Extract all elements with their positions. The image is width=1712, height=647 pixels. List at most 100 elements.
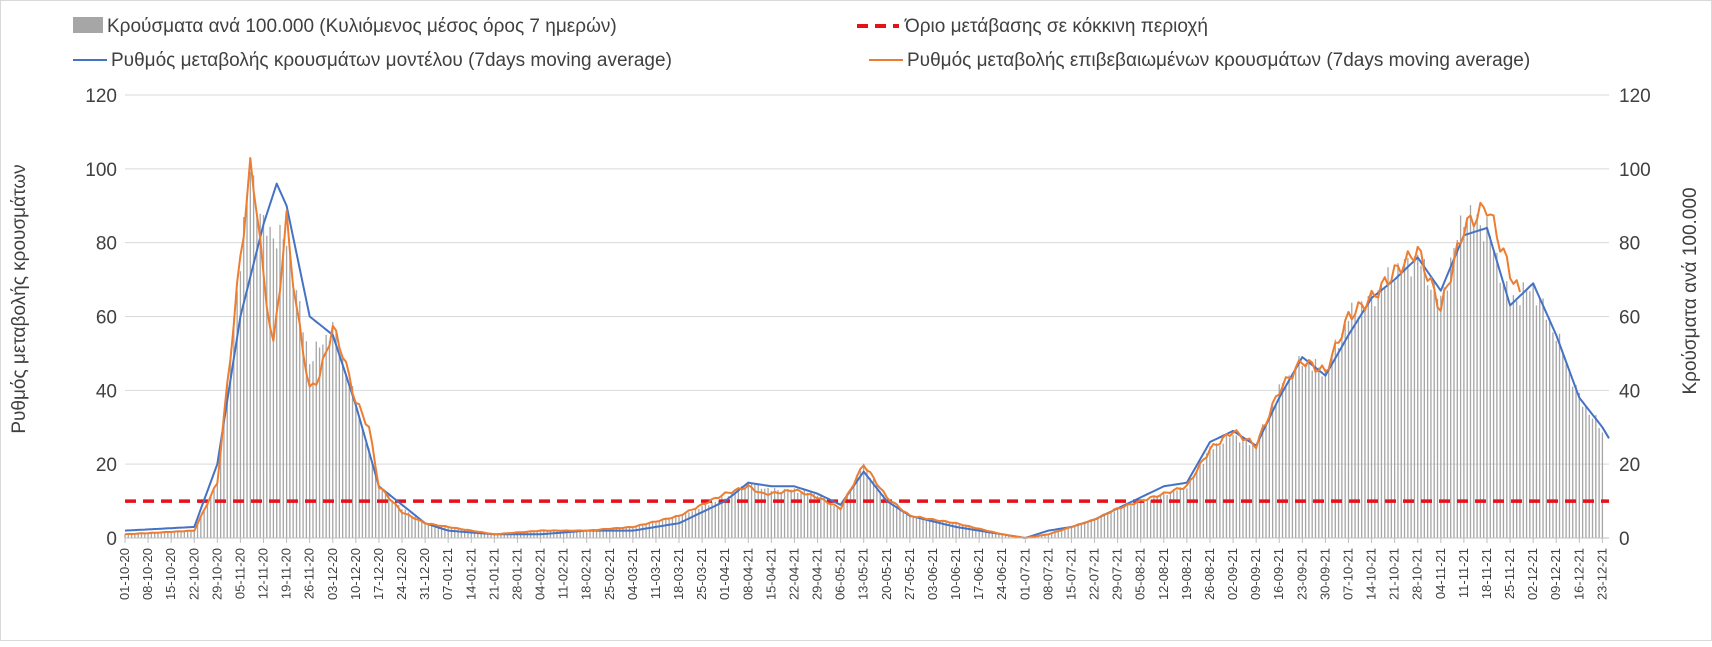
bar — [797, 492, 799, 538]
bar — [1324, 369, 1327, 538]
legend-label-threshold: Όριο μετάβασης σε κόκκινη περιοχή — [904, 16, 1208, 37]
bar — [335, 331, 337, 538]
bar — [1423, 258, 1425, 538]
bar — [440, 525, 443, 538]
bar — [483, 532, 486, 538]
bar — [229, 356, 232, 538]
bar — [1298, 356, 1300, 538]
bar — [1008, 535, 1010, 538]
bar — [582, 530, 585, 538]
x-tick-label: 14-01-21 — [463, 548, 478, 600]
x-tick-label: 23-09-21 — [1294, 548, 1309, 600]
bar — [1083, 522, 1086, 538]
bar — [1268, 414, 1270, 538]
x-tick-label: 28-01-21 — [509, 548, 524, 600]
legend-swatch-bars — [73, 17, 103, 33]
bar — [1562, 353, 1564, 538]
bar — [269, 226, 271, 538]
bar — [592, 530, 594, 538]
x-tick-label: 28-10-21 — [1410, 548, 1425, 600]
bar — [853, 485, 855, 538]
bar — [866, 468, 868, 538]
bar — [1301, 365, 1303, 538]
x-tick-label: 18-11-21 — [1479, 548, 1494, 599]
bar — [1390, 281, 1393, 538]
bar — [958, 524, 960, 538]
bar — [1219, 445, 1221, 538]
bar — [266, 235, 268, 538]
bar — [411, 515, 413, 538]
bar — [991, 531, 993, 538]
x-tick-label: 25-03-21 — [694, 548, 709, 600]
bar — [309, 364, 311, 538]
bar — [305, 341, 308, 538]
bar — [1506, 281, 1508, 538]
x-tick-label: 11-11-21 — [1456, 548, 1471, 598]
bar — [140, 533, 143, 538]
bar — [256, 214, 258, 538]
bar — [714, 501, 716, 538]
bar — [312, 361, 314, 538]
bar — [1238, 442, 1241, 538]
bar — [602, 529, 604, 538]
bar — [981, 529, 984, 538]
y-tick-label-right: 0 — [1619, 529, 1630, 550]
bar — [1255, 448, 1257, 538]
bar — [493, 534, 496, 538]
bar — [467, 530, 469, 538]
bar — [124, 534, 126, 538]
bar — [1242, 436, 1244, 538]
bar — [1492, 250, 1495, 539]
bar — [780, 492, 782, 538]
bar — [648, 522, 651, 538]
bar — [1166, 494, 1168, 538]
bar — [1433, 281, 1435, 538]
bar — [127, 534, 129, 538]
bar — [1176, 490, 1178, 538]
bar — [599, 529, 601, 538]
bar — [219, 454, 222, 538]
x-tick-label: 01-10-20 — [117, 548, 132, 600]
bar — [589, 530, 591, 538]
bar — [388, 493, 390, 538]
bar — [1140, 501, 1142, 538]
bar — [361, 427, 364, 538]
bar — [1558, 333, 1561, 538]
bar — [1535, 305, 1538, 538]
bar — [1291, 378, 1294, 538]
y-tick-label-left: 20 — [96, 455, 117, 476]
bar — [1463, 227, 1465, 538]
bar — [1004, 534, 1007, 538]
bar — [1387, 267, 1389, 538]
bar — [1189, 478, 1191, 538]
bar — [1067, 528, 1069, 538]
bar — [243, 217, 245, 538]
bar — [711, 502, 713, 538]
bar — [1529, 291, 1531, 538]
x-tick-label: 15-10-20 — [163, 548, 178, 600]
bar — [163, 532, 166, 538]
x-tick-label: 02-09-21 — [1225, 548, 1240, 600]
x-tick-label: 19-08-21 — [1179, 548, 1194, 600]
x-tick-label: 04-03-21 — [625, 548, 640, 600]
bar — [1601, 432, 1604, 538]
bar — [899, 509, 901, 538]
bar — [651, 522, 654, 538]
bar — [1308, 363, 1310, 538]
bar — [783, 488, 786, 538]
x-tick-label: 18-03-21 — [671, 548, 686, 600]
x-tick-label: 08-10-20 — [140, 548, 155, 600]
bar — [1222, 443, 1224, 538]
bar — [1126, 504, 1129, 538]
bar — [1351, 302, 1353, 538]
bar — [1410, 276, 1412, 538]
bar — [701, 505, 703, 538]
bar — [1430, 289, 1432, 538]
bar — [635, 526, 637, 538]
x-tick-label: 15-07-21 — [1064, 548, 1079, 600]
bar — [836, 506, 838, 538]
axes: 0 0 20 20 40 40 60 60 80 80 100 100 120 120 01-10-20 08… — [85, 86, 1650, 600]
bar — [473, 531, 476, 538]
bar — [404, 509, 406, 538]
bar — [1420, 265, 1422, 538]
